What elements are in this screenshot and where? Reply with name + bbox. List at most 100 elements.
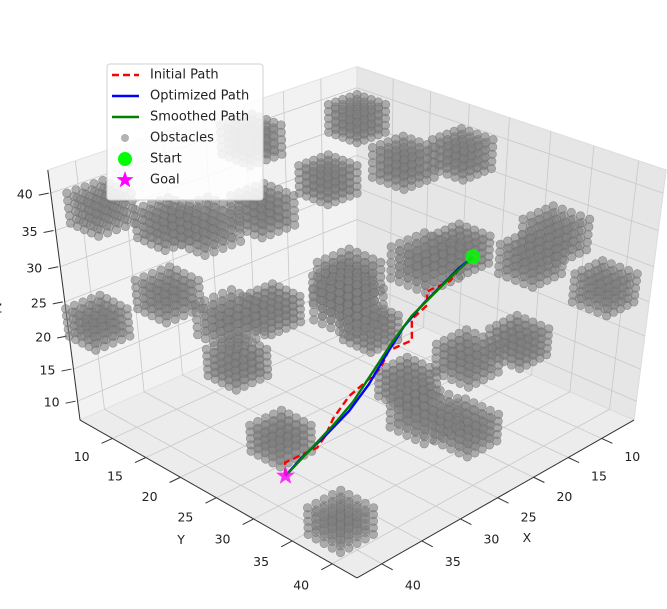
obstacle-point [369, 303, 380, 313]
x-tick-label: 30 [483, 531, 499, 546]
x-tick-label: 40 [405, 577, 421, 592]
obstacle-point [308, 299, 319, 310]
obstacle-point [516, 337, 527, 348]
obstacle-point [368, 503, 379, 513]
obstacle-point [369, 280, 380, 290]
obstacle-point [605, 282, 615, 293]
obstacle-point [344, 516, 354, 526]
obstacle-point [208, 223, 218, 233]
obstacle-point [326, 315, 336, 325]
obstacle-point [208, 231, 218, 241]
obstacle-point [209, 292, 219, 302]
legend-label: Smoothed Path [150, 110, 249, 125]
x-tick [567, 457, 580, 464]
x-tick-label: 10 [624, 449, 640, 464]
obstacle-point [426, 381, 437, 392]
obstacle-point [444, 389, 454, 400]
obstacle-point [438, 249, 449, 259]
x-tick-label: 35 [445, 554, 461, 569]
obstacle-point [535, 236, 545, 246]
z-tick-label: 20 [35, 329, 51, 344]
obstacle-point [199, 243, 210, 253]
obstacle-point [352, 311, 362, 321]
obstacle-point [87, 318, 98, 328]
obstacle-point [383, 148, 394, 159]
obstacle-point [236, 236, 246, 246]
obstacle-point [438, 257, 448, 267]
x-tick [533, 476, 545, 483]
obstacle-point [436, 402, 447, 412]
obstacle-point [199, 235, 209, 245]
y-tick [321, 563, 333, 571]
obstacle-point [191, 231, 201, 241]
obstacle-point [222, 315, 233, 325]
obstacle-point [238, 355, 248, 365]
obstacle-point [217, 220, 227, 230]
obstacle-point [319, 512, 329, 522]
obstacle-point [343, 315, 353, 325]
obstacle-point [410, 389, 421, 400]
obstacle-point [361, 291, 371, 301]
obstacle-point [402, 393, 412, 404]
legend: Initial Path Optimized Path Smoothed Path O… [106, 63, 264, 201]
y-tick-label: 35 [253, 554, 269, 569]
obstacle-point [535, 229, 546, 239]
obstacle-point [480, 347, 490, 357]
obstacle-point [465, 354, 475, 364]
obstacle-point [158, 217, 168, 227]
obstacle-point [448, 347, 458, 357]
obstacle-point [343, 284, 353, 294]
obstacle-point [352, 503, 362, 513]
obstacle-point [191, 300, 201, 310]
obstacle-point [207, 315, 217, 325]
x-tick [460, 518, 472, 526]
obstacle-point [361, 323, 371, 333]
y-tick-label: 20 [142, 489, 158, 504]
obstacle-point [527, 217, 537, 228]
obstacle-point [402, 385, 412, 396]
obstacle-point [242, 300, 252, 310]
obstacle-point [463, 417, 473, 427]
obstacle-point [113, 307, 124, 317]
obstacle-point [206, 307, 216, 317]
obstacle-point [404, 249, 414, 259]
obstacle-point [446, 261, 456, 271]
obstacle-point [343, 331, 353, 341]
obstacle-point [311, 498, 321, 509]
obstacle-point [344, 498, 354, 509]
obstacle-point [226, 232, 236, 242]
obstacle-point [198, 303, 209, 313]
obstacle-point [553, 243, 563, 253]
obstacle-point [495, 239, 506, 249]
obstacle-point [454, 250, 465, 260]
obstacle-point [395, 261, 405, 271]
obstacle-point [536, 221, 546, 231]
obstacle-point [327, 507, 337, 517]
obstacle-point [223, 330, 233, 340]
start-marker [465, 249, 481, 265]
obstacle-point [389, 373, 399, 383]
x-axis-line [356, 419, 635, 579]
obstacle-point [596, 279, 606, 289]
obstacle-point [209, 247, 219, 257]
obstacle-point [176, 282, 186, 292]
y-tick [242, 518, 254, 526]
obstacle-point [429, 276, 439, 287]
y-tick [205, 497, 217, 504]
obstacle-point [335, 512, 346, 522]
obstacle-point [517, 230, 527, 240]
obstacle-point [369, 295, 380, 306]
obstacle-point [534, 252, 544, 262]
obstacle-point [455, 242, 465, 252]
obstacle-point [122, 304, 132, 314]
obstacle-point [290, 428, 300, 438]
obstacle-point [325, 291, 336, 301]
z-tick-label: 15 [40, 363, 56, 378]
obstacle-point [456, 350, 467, 361]
obstacle-point [159, 289, 169, 299]
obstacle-point [421, 264, 432, 275]
z-tick-label: 10 [44, 395, 60, 410]
obstacle-point [403, 280, 413, 291]
obstacle-point [446, 253, 456, 263]
